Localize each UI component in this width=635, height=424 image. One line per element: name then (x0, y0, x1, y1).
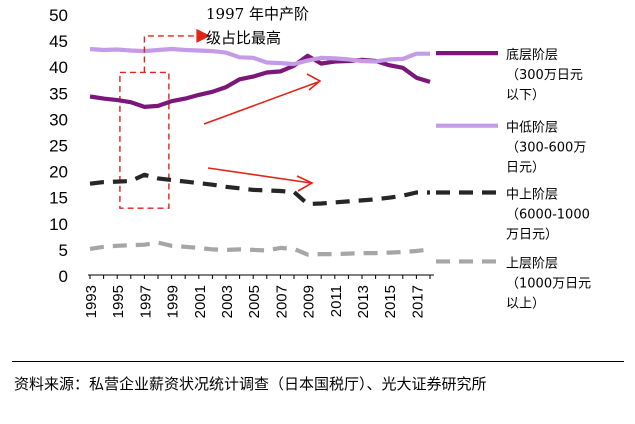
trend-arrow-upper (203, 81, 319, 125)
series-line-1 (89, 53, 431, 110)
y-tick-label: 25 (49, 137, 68, 156)
legend-label: 日元） (506, 161, 545, 176)
x-tick-label: 2009 (301, 285, 318, 318)
x-tick-label: 2011 (328, 285, 345, 317)
y-tick-label: 5 (59, 241, 68, 260)
trend-arrow-lower-head (296, 175, 314, 192)
chart: 0 5 10 15 20 25 30 35 40 45 50 1993 1995 1997 1999 2001… (49, 5, 591, 318)
x-tick-label: 1997 (137, 285, 154, 318)
highlight-layer (119, 71, 170, 209)
axis-layer: 0 5 10 15 20 25 30 35 40 45 50 1993 1995 1997 1999 2001… (49, 6, 434, 318)
legend-label: 中低阶层 (506, 121, 558, 136)
y-tick-label: 30 (49, 110, 68, 129)
y-tick-label: 50 (49, 6, 68, 25)
y-tick-label: 15 (49, 189, 68, 208)
x-tick-label: 2001 (192, 285, 209, 318)
y-tick-label: 10 (49, 215, 68, 234)
series-line-4 (89, 240, 431, 257)
series-line-2 (89, 46, 430, 67)
x-tick-label: 2017 (409, 285, 426, 318)
y-tick-label: 0 (59, 267, 68, 286)
x-tick-label: 2005 (246, 285, 263, 318)
legend-label: 上层阶层 (506, 256, 558, 271)
annotation-leader (143, 35, 195, 73)
x-tick-label: 1995 (110, 285, 127, 318)
series-line-3 (89, 172, 430, 207)
legend-label: （1000万日元 (506, 276, 591, 291)
legend-label: 以下） (506, 88, 545, 103)
trend-arrow-lower (207, 167, 312, 184)
x-tick-label: 1999 (165, 285, 182, 318)
x-tick-label: 1993 (83, 285, 100, 318)
series-layer (89, 46, 431, 257)
legend-label: 万日元） (506, 228, 558, 243)
annotation-text: 1997 年中产阶 (206, 5, 309, 23)
x-tick-label: 2003 (219, 285, 236, 318)
x-tick-label: 2007 (273, 285, 290, 318)
trend-arrow-upper-head (306, 73, 322, 91)
y-tick-label: 20 (49, 163, 68, 182)
source-divider (12, 361, 624, 362)
legend-label: （300-600万 (506, 141, 586, 156)
x-tick-label: 2013 (355, 285, 372, 318)
annotation-arrowhead (196, 28, 211, 43)
annotation-text: 级占比最高 (206, 29, 281, 47)
source-note: 资料来源：私营企业薪资状况统计调查（日本国税厅）、光大证券研究所 (14, 375, 487, 393)
y-tick-label: 45 (49, 32, 68, 51)
arrow-layer (203, 73, 322, 192)
highlight-box-1997 (119, 71, 170, 209)
legend-label: （6000-1000 (506, 208, 590, 223)
legend-label: 中上阶层 (506, 188, 558, 203)
legend-label: 以上） (506, 296, 545, 311)
y-tick-label: 40 (49, 58, 68, 77)
legend-label: （300万日元 (506, 68, 583, 83)
x-tick-label: 2015 (382, 285, 399, 318)
legend-label: 底层阶层 (506, 47, 558, 63)
y-tick-label: 35 (49, 84, 68, 103)
